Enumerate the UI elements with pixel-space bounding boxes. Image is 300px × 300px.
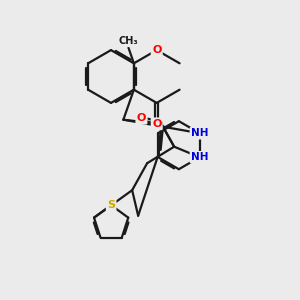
Text: S: S [107,200,115,210]
Text: O: O [137,113,146,123]
Text: NH: NH [191,128,208,138]
Text: NH: NH [191,152,208,162]
Text: O: O [152,45,161,55]
Text: O: O [152,119,161,129]
Text: CH₃: CH₃ [118,36,138,46]
